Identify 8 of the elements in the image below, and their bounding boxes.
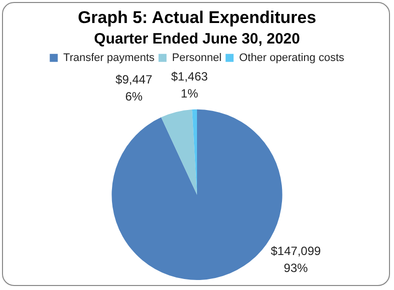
data-label: $9,447 6% — [116, 72, 153, 104]
legend-label: Other operating costs — [239, 52, 345, 64]
chart-title: Graph 5: Actual Expenditures — [78, 8, 316, 27]
data-label: $147,099 93% — [270, 244, 322, 275]
chart-subtitle: Quarter Ended June 30, 2020 — [94, 30, 300, 48]
legend-label: Transfer payments — [63, 52, 156, 64]
legend-label: Personnel — [172, 52, 222, 64]
data-label: $1,463 1% — [171, 69, 208, 100]
